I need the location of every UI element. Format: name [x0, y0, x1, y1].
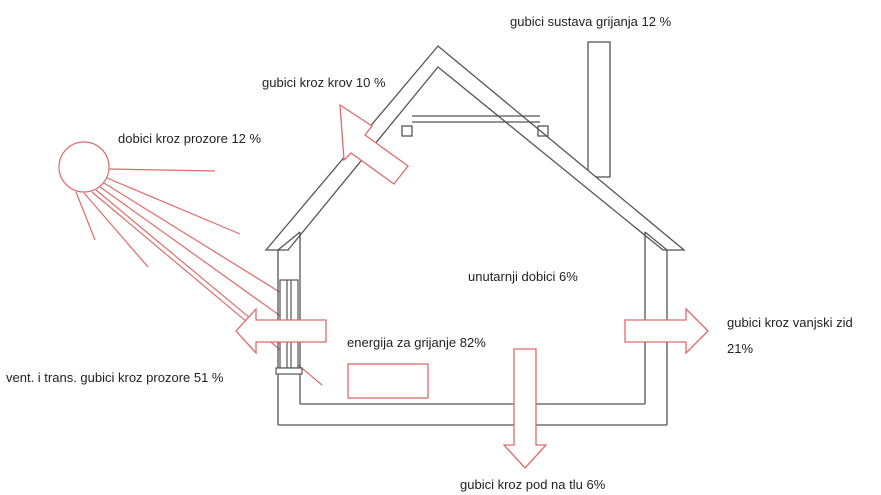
sun-ray — [103, 182, 287, 297]
house-walls — [277, 231, 668, 426]
wall-loss-arrow — [624, 307, 709, 355]
wall-top-left — [277, 231, 301, 251]
sun-ray — [99, 186, 301, 331]
wall-top-right — [644, 231, 668, 251]
wall-losses-percent: 21% — [727, 341, 754, 356]
sun-ray — [83, 192, 149, 268]
attic-beam-left — [401, 125, 413, 137]
attic-beam-right — [537, 125, 549, 137]
floor-losses-label: gubici kroz pod na tlu 6% — [460, 477, 606, 492]
roof — [264, 45, 686, 251]
window-gains-label: dobici kroz prozore 12 % — [118, 131, 262, 146]
sun-disc — [58, 141, 110, 193]
floor-loss-arrow — [502, 348, 548, 469]
roof-loss-arrow — [339, 103, 409, 185]
heating-system-losses-label: gubici sustava grijanja 12 % — [510, 14, 672, 29]
heating-energy-label: energija za grijanje 82% — [347, 335, 486, 350]
heater — [347, 363, 429, 399]
window-loss-arrow — [235, 307, 327, 355]
roof-losses-label: gubici kroz krov 10 % — [262, 75, 386, 90]
sun-ray — [75, 191, 96, 241]
roof-outer — [264, 45, 686, 251]
sun-ray — [108, 168, 216, 172]
internal-gains-label: unutarnji dobici 6% — [468, 269, 578, 284]
chimney — [587, 41, 611, 178]
window-losses-label: vent. i trans. gubici kroz prozore 51 % — [6, 370, 224, 385]
wall-losses-label: gubici kroz vanjski zid — [727, 315, 853, 330]
sun-ray — [106, 177, 241, 235]
flow-arrows — [235, 103, 709, 469]
